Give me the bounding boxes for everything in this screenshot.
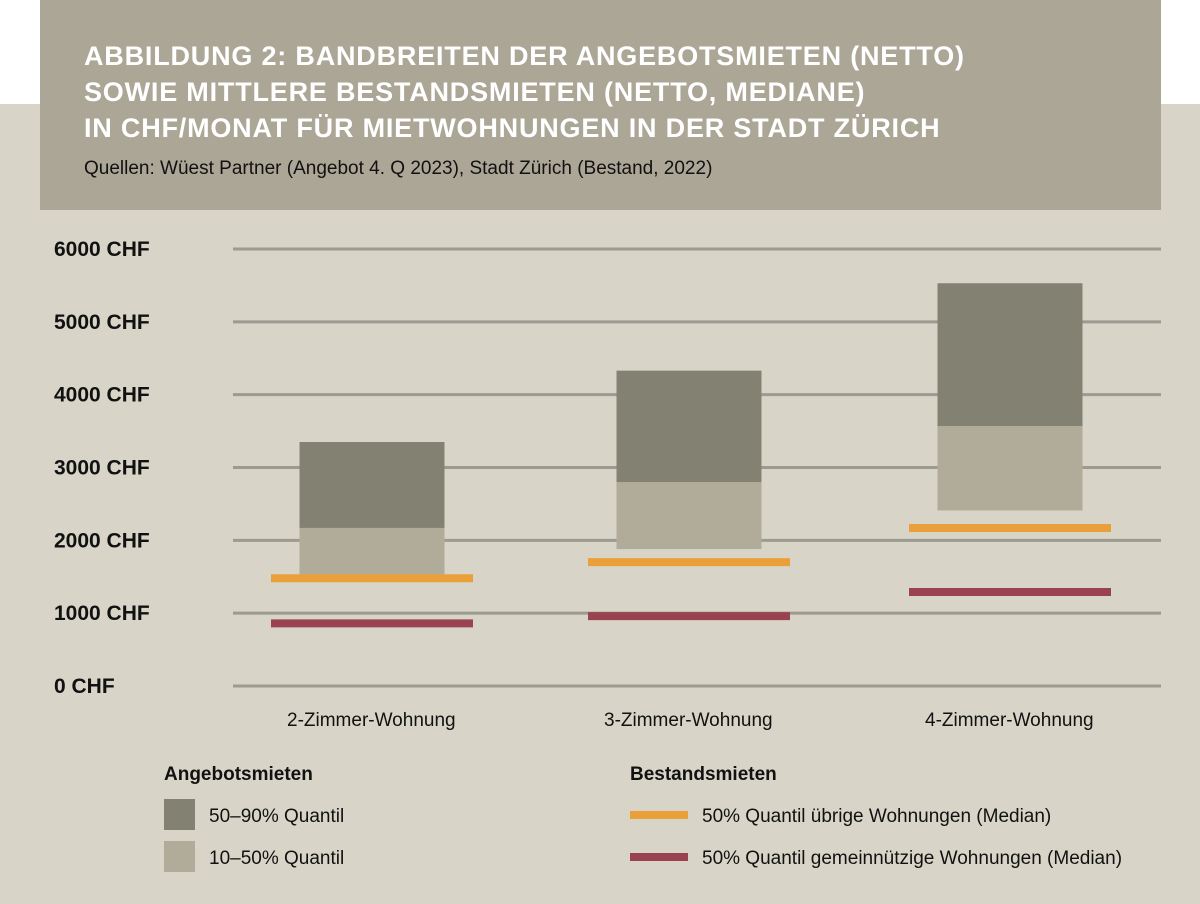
y-tick-label: 5000 CHF xyxy=(54,311,150,334)
legend-label: 50–90% Quantil xyxy=(209,806,344,827)
chart-title-line-1: ABBILDUNG 2: BANDBREITEN DER ANGEBOTSMIE… xyxy=(84,41,965,71)
legend-group-title: Bestandsmieten xyxy=(630,764,777,785)
chart-title-line-2: SOWIE MITTLERE BESTANDSMIETEN (NETTO, ME… xyxy=(84,77,866,107)
x-axis-ticks: 2-Zimmer-Wohnung 3-Zimmer-Wohnung 4-Zimmer… xyxy=(287,710,1094,731)
y-tick-label: 3000 CHF xyxy=(54,457,150,480)
y-axis-ticks: 0 CHF 1000 CHF 2000 CHF 3000 CHF 4000 CHF 500… xyxy=(54,238,150,698)
range-bar-q10-50 xyxy=(299,527,445,576)
range-bars xyxy=(299,283,1083,576)
range-bar-q50-90 xyxy=(299,442,445,528)
chart-title-line-3: IN CHF/MONAT FÜR MIETWOHNUNGEN IN DER ST… xyxy=(84,113,941,143)
y-tick-label: 1000 CHF xyxy=(54,602,150,625)
legend-swatch xyxy=(164,841,195,872)
y-tick-label: 4000 CHF xyxy=(54,384,150,407)
legend: Angebotsmieten 50–90% Quantil 10–50% Quant… xyxy=(164,764,1122,872)
median-lines xyxy=(271,523,1111,628)
x-tick-label: 2-Zimmer-Wohnung xyxy=(287,710,456,731)
y-tick-label: 2000 CHF xyxy=(54,529,150,552)
x-tick-label: 4-Zimmer-Wohnung xyxy=(925,710,1094,731)
range-bar-q10-50 xyxy=(616,482,762,550)
legend-label: 10–50% Quantil xyxy=(209,848,344,869)
legend-label: 50% Quantil gemeinnützige Wohnungen (Med… xyxy=(702,848,1122,869)
range-bar-q50-90 xyxy=(937,283,1083,426)
figure-header: ABBILDUNG 2: BANDBREITEN DER ANGEBOTSMIE… xyxy=(40,0,1161,210)
legend-swatch xyxy=(164,799,195,830)
chart-source-note: Quellen: Wüest Partner (Angebot 4. Q 202… xyxy=(84,158,713,179)
range-bar-q50-90 xyxy=(616,370,762,483)
x-tick-label: 3-Zimmer-Wohnung xyxy=(604,710,773,731)
range-bar-q10-50 xyxy=(937,425,1083,511)
y-tick-label: 6000 CHF xyxy=(54,238,150,261)
legend-group-title: Angebotsmieten xyxy=(164,764,313,785)
legend-label: 50% Quantil übrige Wohnungen (Median) xyxy=(702,806,1051,827)
y-tick-label: 0 CHF xyxy=(54,675,115,698)
